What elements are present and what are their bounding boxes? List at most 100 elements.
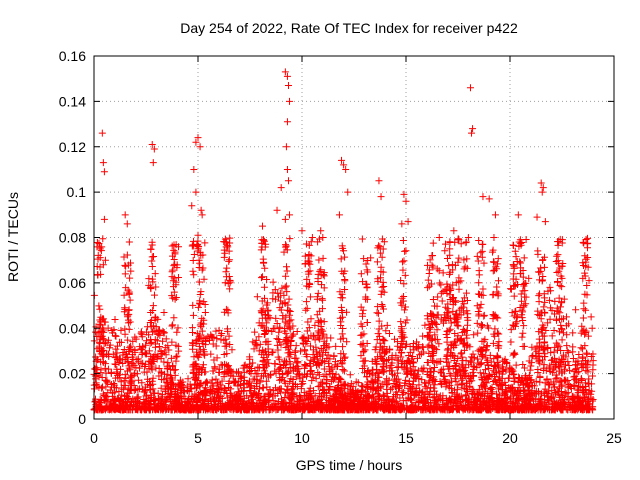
data-point: [205, 336, 213, 344]
data-point: [527, 362, 535, 370]
data-point: [493, 265, 501, 273]
data-point: [361, 403, 369, 411]
data-point: [320, 342, 328, 350]
data-point: [278, 284, 286, 292]
data-point: [357, 303, 365, 311]
data-point: [94, 356, 102, 364]
data-point: [276, 360, 284, 368]
data-point: [269, 348, 277, 356]
data-point: [452, 298, 460, 306]
data-point: [468, 129, 476, 137]
data-point: [335, 374, 343, 382]
data-point: [555, 328, 563, 336]
data-point: [170, 262, 178, 270]
data-point: [159, 328, 167, 336]
data-point: [288, 405, 296, 413]
data-point: [470, 387, 478, 395]
data-point: [319, 357, 327, 365]
data-point: [502, 382, 510, 390]
data-point: [315, 361, 323, 369]
data-point: [398, 334, 406, 342]
data-point: [540, 339, 548, 347]
data-point: [283, 72, 291, 80]
data-point: [397, 277, 405, 285]
data-point: [147, 284, 155, 292]
data-point: [170, 314, 178, 322]
data-point: [392, 390, 400, 398]
data-point: [501, 406, 509, 414]
data-point: [475, 279, 483, 287]
data-point: [314, 277, 322, 285]
data-point: [134, 355, 142, 363]
data-point: [307, 238, 315, 246]
data-point: [354, 379, 362, 387]
data-point: [316, 335, 324, 343]
data-point: [574, 389, 582, 397]
data-point: [454, 315, 462, 323]
data-point: [260, 403, 268, 411]
data-point: [416, 351, 424, 359]
data-point: [189, 267, 197, 275]
data-point: [485, 392, 493, 400]
data-point: [226, 340, 234, 348]
data-point: [469, 398, 477, 406]
data-point: [507, 338, 515, 346]
data-point: [343, 308, 351, 316]
data-point: [199, 346, 207, 354]
data-point: [269, 387, 277, 395]
data-point: [449, 307, 457, 315]
data-point: [448, 385, 456, 393]
data-point: [336, 288, 344, 296]
data-point: [175, 405, 183, 412]
data-point: [546, 364, 554, 372]
data-point: [246, 383, 254, 391]
data-point: [212, 375, 220, 383]
data-point: [130, 397, 138, 405]
data-point: [413, 343, 421, 351]
data-point: [547, 349, 555, 357]
data-point: [274, 346, 282, 354]
data-point: [303, 327, 311, 335]
data-point: [584, 234, 592, 242]
data-point: [403, 364, 411, 372]
data-point: [314, 289, 322, 297]
data-point: [226, 366, 234, 374]
data-point: [157, 368, 165, 376]
data-point: [539, 184, 547, 192]
data-point: [338, 242, 346, 250]
data-point: [124, 384, 132, 392]
data-point: [435, 340, 443, 348]
data-point: [514, 211, 522, 219]
data-point: [96, 340, 104, 348]
data-point: [398, 349, 406, 357]
data-point: [220, 385, 228, 393]
data-point: [540, 361, 548, 369]
data-point: [239, 397, 247, 405]
data-point: [544, 392, 552, 400]
y-tick-label: 0.02: [59, 366, 86, 382]
data-point: [99, 159, 107, 167]
data-point: [428, 336, 436, 344]
data-point: [113, 349, 121, 357]
data-point: [236, 380, 244, 388]
data-point: [509, 241, 517, 249]
data-point: [240, 368, 248, 376]
data-point: [535, 388, 543, 396]
data-point: [401, 271, 409, 279]
data-point: [190, 360, 198, 368]
data-point: [445, 379, 453, 387]
data-point: [314, 238, 322, 246]
data-point: [284, 177, 292, 185]
data-point: [505, 374, 513, 382]
data-point: [344, 188, 352, 196]
data-point: [450, 342, 458, 350]
data-point: [551, 362, 559, 370]
data-point: [315, 349, 323, 357]
data-point: [199, 264, 207, 272]
data-point: [399, 237, 407, 245]
data-point: [305, 259, 313, 267]
data-point: [108, 326, 116, 334]
data-point: [116, 338, 124, 346]
data-point: [407, 406, 415, 414]
data-point: [465, 373, 473, 381]
